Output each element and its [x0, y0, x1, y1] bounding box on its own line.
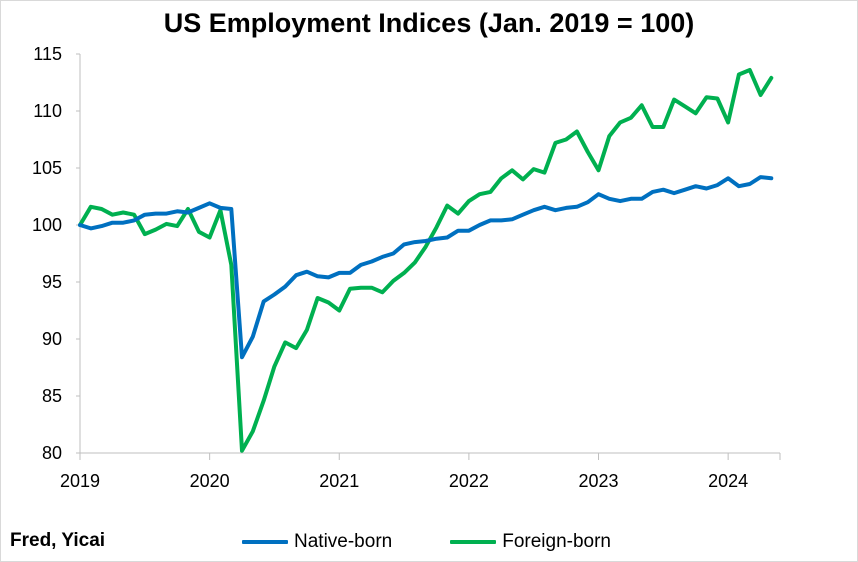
legend-swatch-foreign-born — [450, 540, 497, 544]
legend-label-native-born: Native-born — [294, 531, 393, 552]
y-tick-label-115: 115 — [33, 44, 62, 64]
x-tick-label-2023: 2023 — [578, 471, 618, 491]
legend: Native-born Foreign-born — [242, 531, 669, 553]
y-tick-label-100: 100 — [32, 215, 62, 235]
chart-title: US Employment Indices (Jan. 2019 = 100) — [163, 8, 695, 38]
x-tick-label-2021: 2021 — [319, 471, 359, 491]
legend-item-foreign-born: Foreign-born — [450, 531, 611, 553]
y-tick-label-105: 105 — [32, 158, 62, 178]
legend-label-foreign-born: Foreign-born — [502, 531, 611, 552]
x-tick-label-2022: 2022 — [449, 471, 489, 491]
series-line-foreign-born — [78, 68, 774, 453]
x-tick-label-2024: 2024 — [708, 471, 748, 491]
x-tick-label-2019: 2019 — [60, 471, 100, 491]
source-note: Fred, Yicai — [10, 530, 106, 551]
legend-swatch-native-born — [242, 540, 288, 544]
y-tick-label-90: 90 — [42, 329, 62, 349]
y-tick-label-95: 95 — [42, 272, 62, 292]
y-tick-label-85: 85 — [42, 386, 62, 406]
series-line-native-born — [78, 175, 774, 360]
legend-item-native-born: Native-born — [242, 531, 392, 553]
y-tick-label-80: 80 — [42, 443, 62, 463]
x-tick-label-2020: 2020 — [190, 471, 230, 491]
y-tick-label-110: 110 — [33, 101, 62, 121]
